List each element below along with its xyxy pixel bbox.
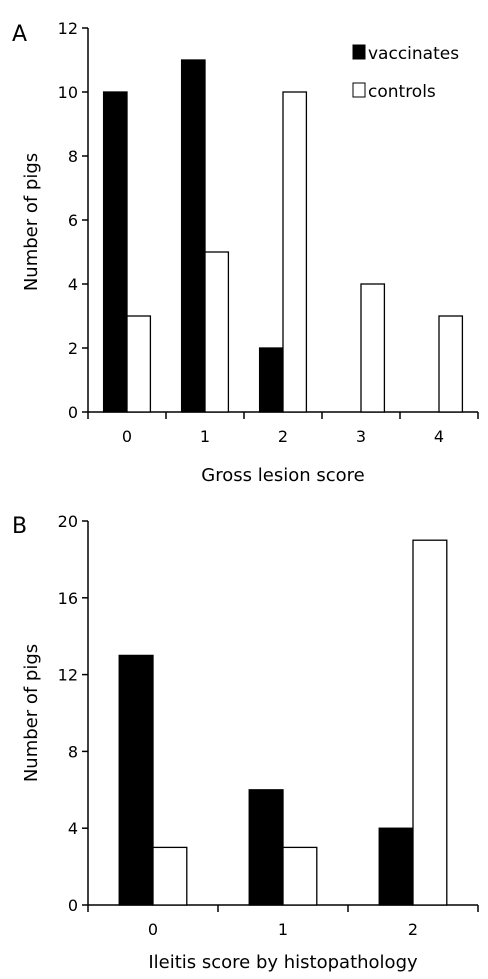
bar-vaccinates-0-a <box>102 91 128 413</box>
legend-label-controls: controls <box>368 82 436 102</box>
x-axis-title-a: Gross lesion score <box>201 465 364 486</box>
y-tick-label-b: 4 <box>68 819 78 838</box>
panel-letter-b: B <box>12 514 27 539</box>
y-tick-label-b: 8 <box>68 742 78 761</box>
y-tick-label-a: 10 <box>58 83 78 102</box>
y-tick-label-b: 0 <box>68 896 78 915</box>
bar-controls-2-a <box>282 91 308 413</box>
bar-vaccinates-1-a <box>180 59 206 413</box>
bar-controls-0-b <box>152 846 188 906</box>
x-tick-label-a: 0 <box>122 427 132 446</box>
y-tick-label-a: 6 <box>68 211 78 230</box>
bar-controls-3-a <box>360 283 386 413</box>
y-tick-label-a: 0 <box>68 403 78 422</box>
x-tick-label-a: 4 <box>434 427 444 446</box>
y-tick-label-b: 20 <box>58 512 78 531</box>
y-tick-label-a: 2 <box>68 339 78 358</box>
x-tick-label-a: 3 <box>356 427 366 446</box>
x-tick-label-b: 0 <box>148 920 158 939</box>
panel-letter-a: A <box>12 22 27 47</box>
x-axis-title-b: Ileitis score by histopathology <box>148 952 418 973</box>
y-tick-label-b: 16 <box>58 589 78 608</box>
y-tick-label-a: 4 <box>68 275 78 294</box>
y-axis-title-b: Number of pigs <box>21 644 42 782</box>
legend-a: vaccinates controls <box>352 44 459 102</box>
y-tick-label-a: 12 <box>58 19 78 38</box>
y-tick-label-b: 12 <box>58 666 78 685</box>
y-axis-title-a: Number of pigs <box>21 153 42 291</box>
bar-vaccinates-2-a <box>258 347 284 413</box>
x-tick-label-a: 2 <box>278 427 288 446</box>
legend-label-vaccinates: vaccinates <box>368 44 459 64</box>
bar-controls-1-a <box>204 251 230 413</box>
bar-vaccinates-1-b <box>248 789 284 906</box>
bar-vaccinates-2-b <box>378 827 414 906</box>
bar-controls-4-a <box>438 315 464 413</box>
legend-swatch-vaccinates <box>352 44 366 60</box>
x-tick-label-a: 1 <box>200 427 210 446</box>
bar-controls-2-b <box>412 539 448 906</box>
y-tick-label-a: 8 <box>68 147 78 166</box>
x-tick-label-b: 1 <box>278 920 288 939</box>
bar-vaccinates-0-b <box>118 654 154 906</box>
x-tick-label-b: 2 <box>408 920 418 939</box>
bar-controls-1-b <box>282 846 318 906</box>
legend-swatch-controls <box>352 82 366 98</box>
bar-controls-0-a <box>126 315 152 413</box>
